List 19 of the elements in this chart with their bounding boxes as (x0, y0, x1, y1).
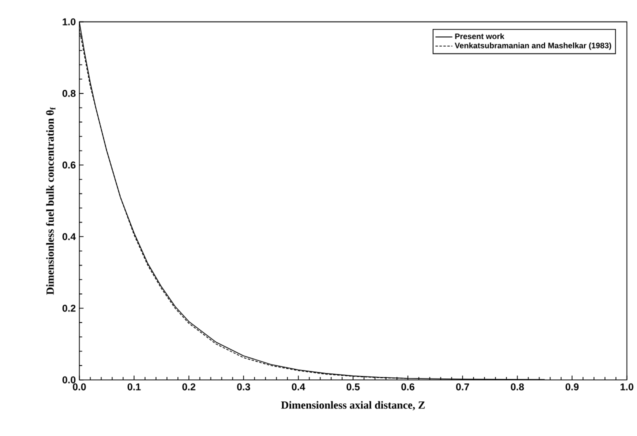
x-tick-label: 0.7 (456, 383, 470, 390)
x-tick-label: 0.9 (566, 383, 579, 390)
x-tick-label: 0.0 (72, 383, 86, 390)
x-tick-label: 1.0 (620, 383, 634, 390)
y-tick-label: 1.0 (62, 18, 76, 26)
x-tick-label: 0.4 (292, 383, 306, 390)
x-tick-label: 0.1 (128, 383, 141, 390)
y-tick-label: 0.2 (62, 304, 76, 312)
y-tick-label: 0.6 (62, 161, 76, 168)
x-tick-label: 0.6 (401, 383, 414, 390)
x-tick-label: 0.5 (346, 383, 360, 390)
y-tick-label: 0.4 (62, 232, 76, 240)
y-tick-label: 0.8 (62, 90, 76, 97)
x-tick-label: 0.8 (510, 383, 524, 390)
x-tick-label: 0.3 (237, 383, 250, 390)
y-tick-label: 0.0 (62, 376, 76, 384)
x-axis-title: Dimensionless axial distance, Z (281, 400, 425, 410)
y-axis-title: Dimensionless fuel bulk concentration θ$_{f}$ (46, 107, 56, 294)
x-tick-label: 0.2 (182, 383, 196, 390)
